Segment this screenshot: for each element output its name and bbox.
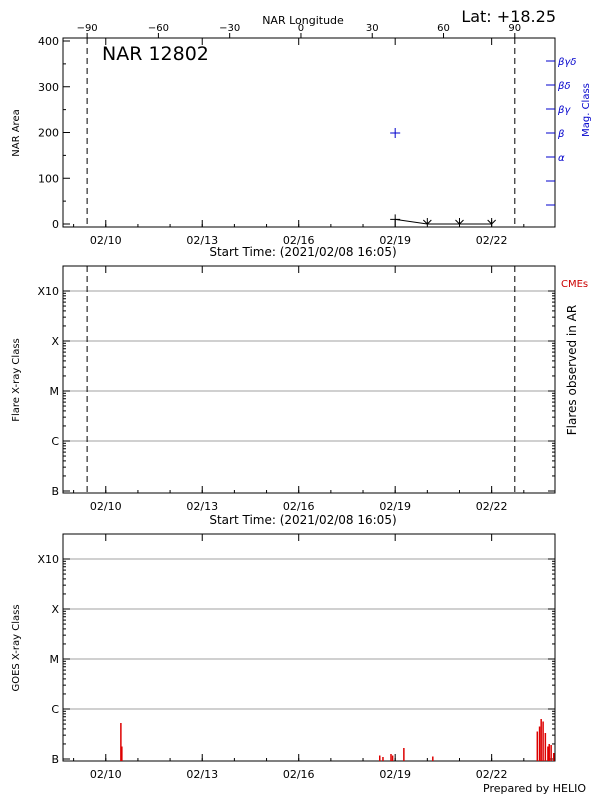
goes-xray-panel: GOES X-ray Class 02/10 02/13 02/16 02/19 02/…: [11, 533, 556, 781]
longitude-axis-label: NAR Longitude: [262, 14, 344, 27]
class-tick-label: X: [51, 335, 59, 348]
x-tick-label: 02/10: [90, 768, 122, 781]
x-tick-label: 02/19: [379, 500, 411, 513]
panel1-frame: [62, 37, 556, 228]
mag-class-label: α: [558, 153, 565, 164]
y-tick-label: 200: [38, 127, 59, 140]
mag-class-point: [390, 128, 401, 138]
mag-class-label: βγδ: [557, 57, 576, 68]
panel1-title: NAR 12802: [102, 43, 209, 65]
y-tick-label: 100: [38, 172, 59, 185]
class-tick-label: X10: [37, 553, 59, 566]
mag-class-label: βγ: [557, 105, 571, 116]
longitude-tick-label: −30: [219, 23, 240, 34]
x-tick-label: 02/16: [283, 234, 315, 247]
panel1-ylabel: NAR Area: [11, 109, 22, 156]
class-tick-label: B: [51, 753, 59, 766]
x-tick-label: 02/19: [379, 768, 411, 781]
panel2-ylabel: Flare X-ray Class: [11, 338, 22, 422]
class-tick-label: M: [50, 653, 60, 666]
mag-class-label: βδ: [557, 81, 571, 92]
panel2-y2label: Flares observed in AR: [565, 305, 579, 435]
flare-class-panel: Flare X-ray Class Flares observed in AR …: [11, 265, 588, 527]
x-tick-label: 02/10: [90, 234, 122, 247]
mag-class-label: β: [557, 129, 565, 140]
longitude-tick-label: 90: [508, 23, 521, 34]
area-point: [390, 214, 401, 225]
panel2-xlabel: Start Time: (2021/02/08 16:05): [209, 513, 396, 527]
class-tick-label: M: [50, 385, 60, 398]
area-point-arrow: [455, 218, 464, 225]
class-tick-label: C: [51, 703, 59, 716]
x-tick-label: 02/13: [186, 500, 218, 513]
longitude-tick-label: 30: [366, 23, 379, 34]
longitude-tick-label: −60: [148, 23, 169, 34]
longitude-tick-label: 60: [437, 23, 450, 34]
x-tick-label: 02/10: [90, 500, 122, 513]
footer-credit: Prepared by HELIO: [483, 782, 586, 795]
y-tick-label: 300: [38, 81, 59, 94]
y-tick-label: 0: [52, 218, 59, 231]
longitude-tick-label: 0: [298, 23, 304, 34]
cme-label: CMEs: [561, 279, 588, 290]
x-tick-label: 02/22: [476, 234, 508, 247]
x-tick-label: 02/16: [283, 768, 315, 781]
x-tick-label: 02/13: [186, 234, 218, 247]
nar-area-panel: NAR 12802 NAR Area Mag. Class Start Time…: [11, 23, 592, 259]
latitude-label: Lat: +18.25: [461, 7, 556, 26]
panel3-frame: [62, 533, 556, 762]
panel2-frame: [62, 265, 556, 494]
panel3-ylabel: GOES X-ray Class: [11, 604, 22, 691]
area-point-arrow: [422, 218, 432, 225]
longitude-tick-label: −90: [77, 23, 98, 34]
class-tick-label: X: [51, 603, 59, 616]
x-tick-label: 02/22: [476, 768, 508, 781]
class-tick-label: B: [51, 485, 59, 498]
class-tick-label: X10: [37, 285, 59, 298]
y-tick-label: 400: [38, 35, 59, 48]
panel1-y2label: Mag. Class: [581, 83, 592, 137]
panel1-xlabel: Start Time: (2021/02/08 16:05): [209, 245, 396, 259]
area-point-arrow: [487, 218, 497, 225]
x-tick-label: 02/22: [476, 500, 508, 513]
area-series-line: [395, 218, 492, 225]
class-tick-label: C: [51, 435, 59, 448]
x-tick-label: 02/13: [186, 768, 218, 781]
x-tick-label: 02/19: [379, 234, 411, 247]
x-tick-label: 02/16: [283, 500, 315, 513]
